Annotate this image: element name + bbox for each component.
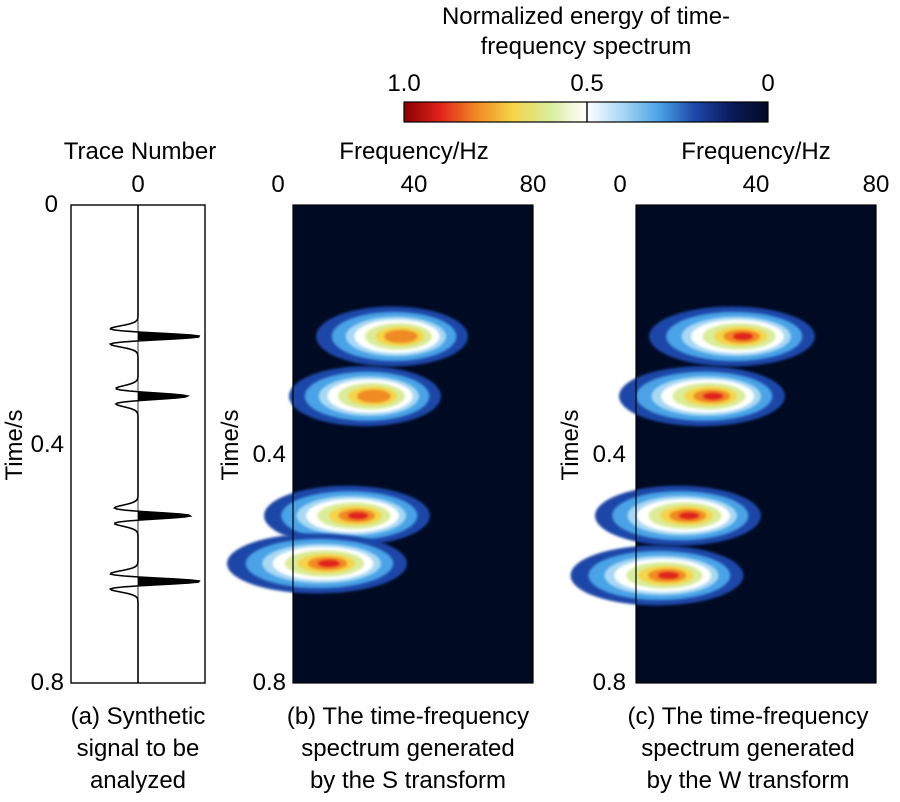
panel-c-y-tick-2: 0.8 bbox=[593, 669, 626, 696]
panel-c-y-tick-1: 0.4 bbox=[593, 441, 626, 468]
panel-c-caption-line2: spectrum generated bbox=[641, 735, 854, 762]
panel-c-caption-line1: (c) The time-frequency bbox=[628, 703, 869, 730]
heatmap-blob bbox=[264, 485, 430, 546]
panel-b-y-tick-2: 0.8 bbox=[253, 669, 286, 696]
panel-a-y-tick-0: 0 bbox=[45, 191, 58, 218]
panel-b-x-tick-1: 40 bbox=[401, 171, 428, 198]
colorbar-tick-label-high: 1.0 bbox=[387, 70, 420, 97]
panel-b-caption-line1: (b) The time-frequency bbox=[287, 703, 529, 730]
panel-a-xlabel: Trace Number bbox=[64, 138, 216, 165]
heatmap-blob bbox=[649, 306, 815, 367]
panel-a-trace-fill bbox=[138, 332, 200, 585]
panel-a-ylabel: Time/s bbox=[1, 409, 28, 480]
panel-c-ylabel: Time/s bbox=[557, 409, 584, 480]
panel-a-caption-line3: analyzed bbox=[90, 767, 186, 794]
panel-b-y-tick-1: 0.4 bbox=[253, 441, 286, 468]
panel-b-caption-line2: spectrum generated bbox=[301, 735, 514, 762]
heatmap-blob bbox=[570, 545, 744, 606]
panel-b-x-tick-2: 80 bbox=[520, 171, 547, 198]
heatmap-background bbox=[636, 205, 876, 683]
panel-a: Trace Number 0 0 0.4 0.8 Time/s (a) Synt… bbox=[1, 138, 216, 794]
panel-a-caption-line2: signal to be bbox=[77, 735, 200, 762]
panel-c-x-tick-1: 40 bbox=[743, 171, 770, 198]
heatmap-background bbox=[293, 205, 533, 683]
colorbar-title-line1: Normalized energy of time- bbox=[442, 3, 730, 30]
panel-b-heatmap bbox=[227, 204, 534, 684]
panel-c: Frequency/Hz 0 40 80 0.4 0.8 Time/s (c) … bbox=[557, 138, 889, 794]
panel-b-caption-line3: by the S transform bbox=[310, 767, 506, 794]
panel-b: Frequency/Hz 0 40 80 0.4 0.8 Time/s (b) … bbox=[217, 138, 546, 794]
heatmap-blob bbox=[227, 533, 407, 594]
heatmap-blob bbox=[289, 366, 441, 427]
panel-a-y-tick-2: 0.8 bbox=[31, 669, 64, 696]
panel-b-ylabel: Time/s bbox=[217, 409, 244, 480]
panel-a-y-tick-1: 0.4 bbox=[31, 431, 64, 458]
heatmap-blob bbox=[619, 366, 785, 427]
heatmap-blob bbox=[595, 485, 761, 546]
panel-c-xlabel: Frequency/Hz bbox=[681, 138, 830, 165]
panel-b-x-tick-0: 0 bbox=[271, 171, 284, 198]
colorbar-gradient bbox=[403, 101, 769, 123]
colorbar-tick-label-low: 0 bbox=[761, 70, 774, 97]
colorbar-title-line2: frequency spectrum bbox=[481, 33, 692, 60]
colorbar: Normalized energy of time- frequency spe… bbox=[387, 3, 775, 123]
panel-c-caption-line3: by the W transform bbox=[647, 767, 850, 794]
heatmap-blob bbox=[316, 306, 468, 367]
heatmap-frame bbox=[635, 204, 877, 684]
panel-a-trace-line bbox=[108, 205, 201, 683]
colorbar-tick-label-mid: 0.5 bbox=[570, 70, 603, 97]
panel-a-x-tick-0: 0 bbox=[131, 171, 144, 198]
panel-c-heatmap bbox=[570, 204, 877, 684]
panel-c-x-tick-0: 0 bbox=[613, 171, 626, 198]
panel-a-caption-line1: (a) Synthetic bbox=[71, 703, 206, 730]
heatmap-frame bbox=[292, 204, 534, 684]
panel-b-xlabel: Frequency/Hz bbox=[339, 138, 488, 165]
panel-c-x-tick-2: 80 bbox=[863, 171, 890, 198]
